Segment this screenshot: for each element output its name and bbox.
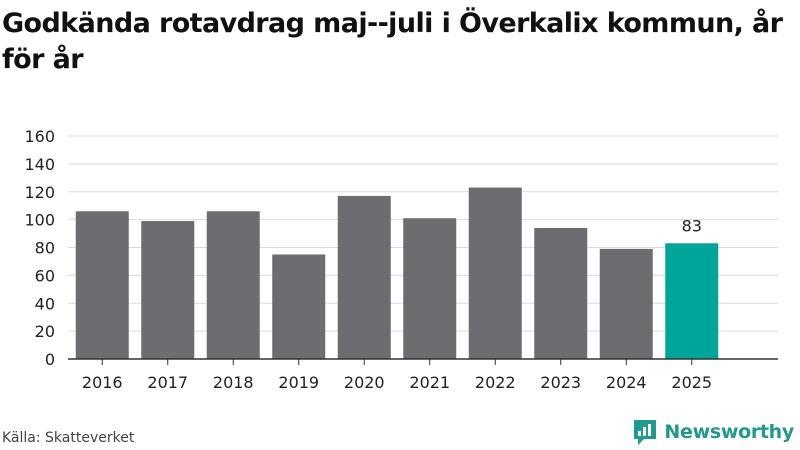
y-tick-label: 140: [24, 155, 55, 174]
bar-2025: [665, 243, 719, 359]
y-tick-label: 80: [35, 239, 55, 258]
bar-2018: [206, 211, 260, 359]
x-tick-label: 2022: [475, 373, 516, 392]
x-tick-label: 2025: [671, 373, 712, 392]
source-note: Källa: Skatteverket: [2, 430, 135, 446]
x-tick-label: 2017: [147, 373, 188, 392]
chart-title: Godkända rotavdrag maj--juli i Överkalix…: [2, 8, 783, 75]
y-tick-label: 100: [24, 211, 55, 230]
brand: Newsworthy: [632, 418, 794, 446]
newsworthy-logo-icon: [634, 420, 657, 445]
y-tick-label: 40: [35, 294, 55, 313]
y-tick-label: 160: [24, 127, 55, 146]
y-tick-label: 120: [24, 183, 55, 202]
x-tick-label: 2021: [409, 373, 450, 392]
data-labels: 83: [682, 216, 702, 235]
x-tick-label: 2019: [278, 373, 319, 392]
bar-2024: [599, 248, 653, 359]
y-tick-label: 60: [35, 266, 55, 285]
bar-2020: [337, 195, 391, 359]
x-tick-label: 2023: [540, 373, 581, 392]
bar-2023: [534, 227, 588, 359]
bar-2016: [75, 211, 129, 359]
bar-2021: [403, 218, 457, 359]
bar-2022: [468, 187, 522, 359]
x-tick-label: 2024: [606, 373, 647, 392]
axes: 0 20 40 60 80 100 120 140 160 2016 2017 2018 2019 202…: [24, 127, 778, 392]
y-tick-label: 20: [35, 322, 55, 341]
bar-2019: [272, 254, 326, 359]
data-label: 83: [682, 216, 702, 235]
y-tick-label: 0: [45, 350, 55, 369]
bars: [75, 187, 719, 359]
x-tick-label: 2018: [213, 373, 254, 392]
x-tick-label: 2020: [344, 373, 385, 392]
brand-name: Newsworthy: [664, 421, 794, 443]
x-tick-label: 2016: [82, 373, 123, 392]
bar-2017: [141, 221, 195, 359]
